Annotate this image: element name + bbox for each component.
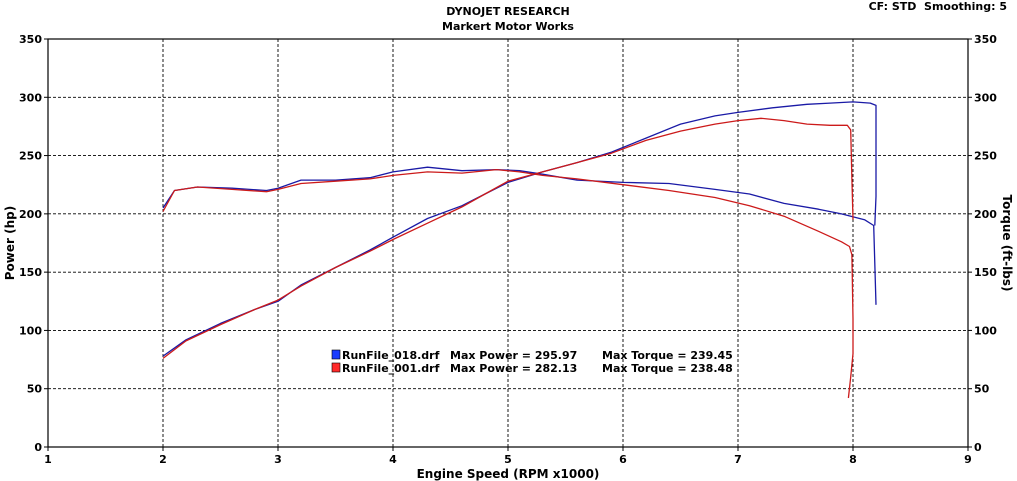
y-tick-label-right: 250 [974,150,997,163]
y-tick-label-left: 50 [27,383,43,396]
correction-info: CF: STD Smoothing: 5 [869,0,1007,13]
grid-layer [48,39,968,447]
x-axis-label: Engine Speed (RPM x1000) [417,467,600,481]
x-tick-label: 6 [619,453,627,466]
y-tick-label-right: 0 [974,441,982,454]
y-tick-label-left: 200 [19,208,42,221]
x-tick-label: 2 [159,453,167,466]
series-line-3 [162,168,854,399]
y-axis-label-left: Power (hp) [3,206,17,280]
legend-max-power-run2: Max Power = 282.13 [450,362,577,375]
x-tick-label: 3 [274,453,282,466]
series-line-0 [162,101,877,357]
y-tick-label-right: 100 [974,324,997,337]
legend-swatch-run2 [331,362,341,373]
x-tick-label: 8 [849,453,857,466]
y-tick-label-left: 0 [34,441,42,454]
legend-max-torque-run2: Max Torque = 238.48 [602,362,733,375]
series-line-1 [162,166,877,305]
x-tick-label: 7 [734,453,742,466]
y-tick-label-left: 350 [19,33,42,46]
y-tick-label-right: 50 [974,383,990,396]
y-tick-label-right: 150 [974,266,997,279]
y-tick-label-left: 300 [19,91,42,104]
chart-title: DYNOJET RESEARCH [446,5,569,18]
legend-file-run2: RunFile_001.drf [342,362,440,375]
legend: RunFile_018.drf Max Power = 295.97 Max T… [331,349,733,375]
x-tick-label: 9 [964,453,972,466]
series-line-2 [162,117,854,359]
chart-subtitle: Markert Motor Works [442,20,574,33]
y-tick-label-left: 250 [19,150,42,163]
y-tick-label-right: 350 [974,33,997,46]
y-tick-label-right: 200 [974,208,997,221]
legend-max-power-run1: Max Power = 295.97 [450,349,577,362]
x-tick-label: 1 [44,453,52,466]
legend-file-run1: RunFile_018.drf [342,349,440,362]
legend-max-torque-run1: Max Torque = 239.45 [602,349,733,362]
series-layer [162,101,877,399]
y-axis-label-right: Torque (ft-lbs) [1000,195,1014,292]
x-tick-label: 5 [504,453,512,466]
legend-swatch-run1 [331,349,341,360]
y-tick-label-right: 300 [974,91,997,104]
x-tick-label: 4 [389,453,397,466]
y-tick-label-left: 100 [19,324,42,337]
y-tick-label-left: 150 [19,266,42,279]
